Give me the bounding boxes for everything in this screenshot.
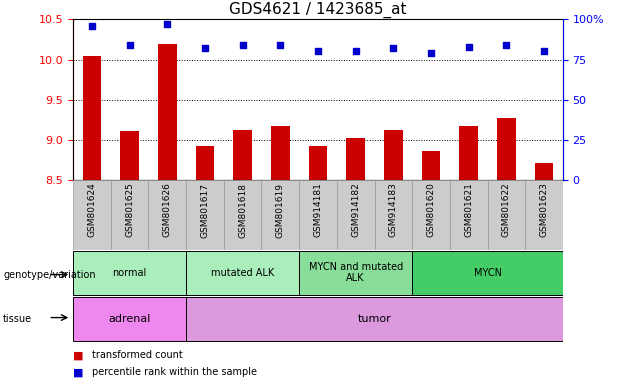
Text: ■: ■ [73,350,84,360]
Text: transformed count: transformed count [92,350,183,360]
Text: normal: normal [113,268,147,278]
FancyBboxPatch shape [299,250,412,295]
Point [501,42,511,48]
Text: MYCN: MYCN [474,268,502,278]
Point [125,42,135,48]
Bar [459,126,478,180]
FancyBboxPatch shape [186,296,563,341]
FancyBboxPatch shape [261,180,299,250]
Point [350,48,361,55]
FancyBboxPatch shape [73,296,186,341]
Bar [233,131,252,180]
FancyBboxPatch shape [488,180,525,250]
FancyBboxPatch shape [412,180,450,250]
Text: GSM801621: GSM801621 [464,182,473,237]
FancyBboxPatch shape [412,250,563,295]
FancyBboxPatch shape [299,180,337,250]
Text: tumor: tumor [357,314,391,324]
Title: GDS4621 / 1423685_at: GDS4621 / 1423685_at [229,2,407,18]
Text: GSM801620: GSM801620 [427,182,436,237]
Text: mutated ALK: mutated ALK [211,268,274,278]
FancyBboxPatch shape [148,180,186,250]
FancyBboxPatch shape [525,180,563,250]
Text: GSM801622: GSM801622 [502,182,511,237]
Text: GSM914181: GSM914181 [314,182,322,237]
FancyBboxPatch shape [375,180,412,250]
Text: genotype/variation: genotype/variation [3,270,96,280]
FancyBboxPatch shape [73,250,186,295]
Point [200,45,210,51]
Bar [196,146,214,180]
Bar [158,44,177,180]
Text: GSM914182: GSM914182 [351,182,360,237]
Text: GSM801624: GSM801624 [88,182,97,237]
Point [275,42,286,48]
FancyBboxPatch shape [111,180,148,250]
Bar [422,151,441,180]
Point [388,45,398,51]
FancyBboxPatch shape [186,250,299,295]
Text: GSM801618: GSM801618 [238,182,247,238]
Bar [384,131,403,180]
FancyBboxPatch shape [337,180,375,250]
Bar [308,146,328,180]
Text: GSM801623: GSM801623 [539,182,548,237]
Text: percentile rank within the sample: percentile rank within the sample [92,367,257,377]
Point [464,43,474,50]
FancyBboxPatch shape [224,180,261,250]
FancyBboxPatch shape [73,180,111,250]
Text: GSM801619: GSM801619 [276,182,285,238]
Text: ■: ■ [73,367,84,377]
Point [313,48,323,55]
Point [426,50,436,56]
Text: tissue: tissue [3,314,32,324]
Point [238,42,248,48]
Bar [271,126,290,180]
FancyBboxPatch shape [450,180,488,250]
Text: GSM801617: GSM801617 [200,182,209,238]
Point [162,21,172,27]
Text: GSM801625: GSM801625 [125,182,134,237]
Text: adrenal: adrenal [109,314,151,324]
Bar [346,138,365,180]
FancyBboxPatch shape [186,180,224,250]
Point [87,23,97,29]
Bar [83,56,101,180]
Text: GSM801626: GSM801626 [163,182,172,237]
Point [539,48,549,55]
Bar [497,118,516,180]
Bar [535,163,553,180]
Bar [120,131,139,180]
Text: MYCN and mutated
ALK: MYCN and mutated ALK [308,262,403,283]
Text: GSM914183: GSM914183 [389,182,398,237]
